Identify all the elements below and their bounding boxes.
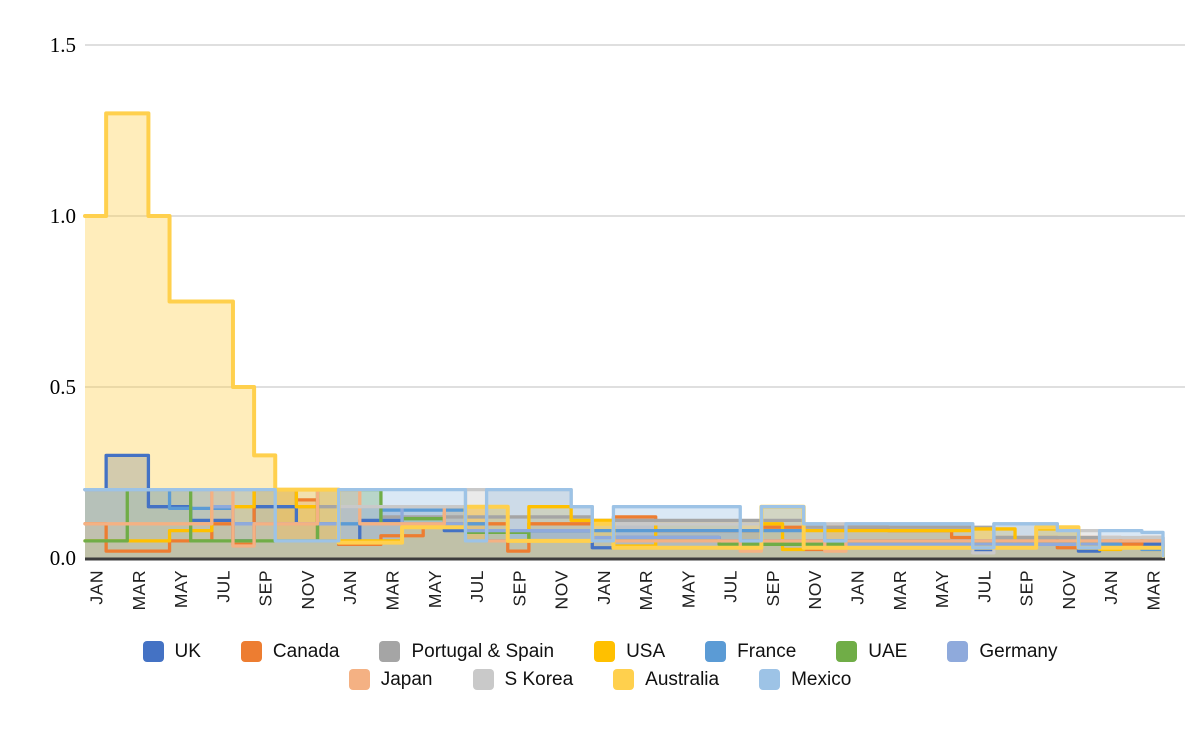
- legend-label-australia: Australia: [645, 669, 720, 690]
- legend-label-uk: UK: [174, 641, 201, 662]
- x-axis-label-4-MAY: MAY: [171, 570, 191, 608]
- legend-item-uae: UAE: [836, 641, 907, 662]
- legend-label-germany: Germany: [979, 641, 1058, 662]
- x-axis-label-24-JAN: JAN: [594, 570, 614, 605]
- legend-label-uae: UAE: [868, 641, 908, 662]
- x-axis-label-40-MAY: MAY: [932, 570, 952, 608]
- legend-item-s-korea: S Korea: [472, 669, 574, 690]
- legend-row-1: UK Canada Portugal & Spain USA France UAE Germ…: [142, 641, 1058, 662]
- legend-item-france: France: [705, 641, 796, 662]
- x-axis-label-20-SEP: SEP: [509, 570, 529, 607]
- legend-label-portugal-and-spain: Portugal & Spain: [411, 641, 555, 662]
- legend-label-japan: Japan: [380, 669, 433, 690]
- legend-swatch-uk: [142, 641, 164, 662]
- legend-swatch-japan: [348, 669, 370, 690]
- legend-swatch-france: [705, 641, 727, 662]
- legend-swatch-germany: [947, 641, 969, 662]
- legend-item-portugal-and-spain: Portugal & Spain: [379, 641, 554, 662]
- x-axis-label-14-MAR: MAR: [383, 570, 403, 610]
- x-axis-label-2-MAR: MAR: [129, 570, 149, 610]
- series-area-australia: [85, 113, 1163, 559]
- x-axis-label-32-SEP: SEP: [763, 570, 783, 607]
- x-axis-label-8-SEP: SEP: [256, 570, 276, 607]
- x-axis-label-10-NOV: NOV: [298, 570, 318, 609]
- legend-label-canada: Canada: [272, 641, 340, 662]
- x-axis-label-38-MAR: MAR: [890, 570, 910, 610]
- legend-item-mexico: Mexico: [759, 669, 851, 690]
- x-axis-label-50-MAR: MAR: [1143, 570, 1163, 610]
- x-axis-label-42-JUL: JUL: [974, 570, 994, 603]
- y-axis-label-0.5: 0.5: [50, 375, 76, 399]
- legend-item-uk: UK: [142, 641, 201, 662]
- y-axis-label-0.0: 0.0: [50, 546, 76, 570]
- legend-label-france: France: [737, 641, 797, 662]
- x-axis-label-16-MAY: MAY: [425, 570, 445, 608]
- legend-item-australia: Australia: [613, 669, 719, 690]
- legend-swatch-australia: [613, 669, 635, 690]
- x-axis-label-46-NOV: NOV: [1059, 570, 1079, 609]
- x-axis-label-30-JUL: JUL: [721, 570, 741, 603]
- legend-label-mexico: Mexico: [791, 669, 852, 690]
- x-axis-label-44-SEP: SEP: [1017, 570, 1037, 607]
- x-axis-label-28-MAY: MAY: [678, 570, 698, 608]
- x-axis-label-0-JAN: JAN: [87, 570, 107, 605]
- legend-item-canada: Canada: [240, 641, 340, 662]
- legend-label-usa: USA: [626, 641, 666, 662]
- legend-swatch-s-korea: [472, 669, 494, 690]
- legend-swatch-usa: [594, 641, 616, 662]
- x-axis-label-36-JAN: JAN: [848, 570, 868, 605]
- x-axis-label-18-JUL: JUL: [467, 570, 487, 603]
- legend-swatch-canada: [240, 641, 262, 662]
- legend-swatch-uae: [836, 641, 858, 662]
- legend-item-germany: Germany: [947, 641, 1058, 662]
- x-axis-label-34-NOV: NOV: [805, 570, 825, 609]
- legend-item-usa: USA: [594, 641, 665, 662]
- x-axis-label-26-MAR: MAR: [636, 570, 656, 610]
- y-axis-label-1.5: 1.5: [50, 33, 76, 57]
- x-axis-label-12-JAN: JAN: [340, 570, 360, 605]
- y-axis-label-1.0: 1.0: [50, 204, 76, 228]
- chart-legend: UK Canada Portugal & Spain USA France UAE Germ…: [0, 641, 1200, 690]
- x-axis-label-48-JAN: JAN: [1101, 570, 1121, 605]
- legend-label-s-korea: S Korea: [504, 669, 574, 690]
- x-axis-label-22-NOV: NOV: [552, 570, 572, 609]
- legend-swatch-portugal-and-spain: [379, 641, 401, 662]
- legend-item-japan: Japan: [348, 669, 433, 690]
- legend-swatch-mexico: [759, 669, 781, 690]
- x-axis-label-6-JUL: JUL: [213, 570, 233, 603]
- legend-row-2: Japan S Korea Australia Mexico: [348, 669, 851, 690]
- series-line-mexico: [83, 487, 1165, 558]
